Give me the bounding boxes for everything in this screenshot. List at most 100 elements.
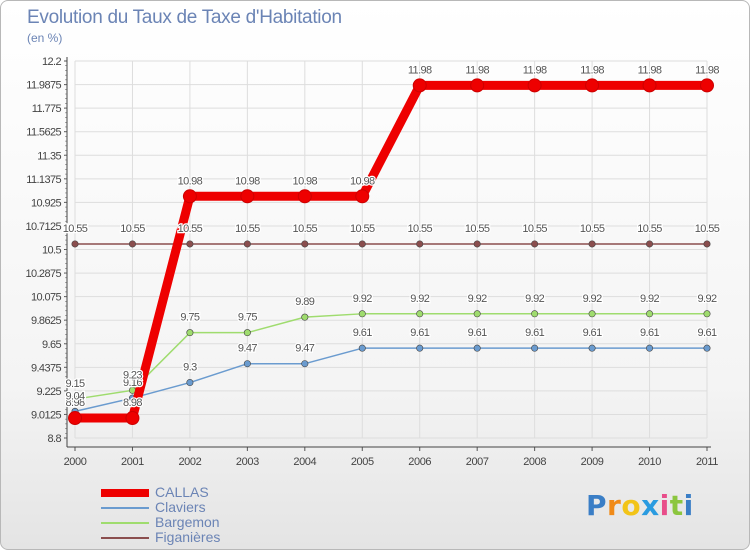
data-label-figanires: 10.55 bbox=[522, 223, 547, 235]
data-label-callas: 10.98 bbox=[293, 175, 318, 187]
legend-swatch-bargemon bbox=[101, 522, 149, 524]
data-label-claviers: 9.61 bbox=[583, 327, 602, 339]
y-tick-label: 11.35 bbox=[37, 150, 61, 162]
series-line-callas bbox=[75, 80, 707, 423]
data-point-bargemon bbox=[531, 310, 539, 318]
data-point-figanires bbox=[703, 240, 711, 248]
y-tick-label: 11.1375 bbox=[26, 174, 61, 186]
x-tick-label: 2010 bbox=[638, 456, 661, 468]
y-tick-label: 11.9875 bbox=[26, 80, 61, 92]
data-point-claviers bbox=[531, 344, 539, 352]
data-point-figanires bbox=[301, 240, 309, 248]
data-point-callas bbox=[68, 411, 82, 426]
data-label-bargemon: 9.92 bbox=[583, 293, 602, 305]
data-label-callas: 11.98 bbox=[465, 64, 489, 76]
legend-label-bargemon: Bargemon bbox=[155, 514, 220, 530]
x-tick-label: 2006 bbox=[408, 456, 431, 468]
data-label-claviers: 9.61 bbox=[410, 327, 429, 339]
series-line-bargemon bbox=[74, 313, 707, 400]
data-point-claviers bbox=[416, 344, 424, 352]
data-label-figanires: 10.55 bbox=[695, 223, 720, 235]
data-label-bargemon: 9.15 bbox=[65, 378, 84, 390]
data-point-bargemon bbox=[71, 395, 79, 403]
data-point-figanires bbox=[243, 240, 251, 248]
data-point-bargemon bbox=[243, 329, 251, 337]
data-point-claviers bbox=[703, 344, 711, 352]
data-label-callas: 11.98 bbox=[580, 64, 604, 76]
data-label-callas: 10.98 bbox=[178, 175, 203, 187]
data-label-callas: 10.98 bbox=[350, 175, 375, 187]
data-point-claviers bbox=[186, 379, 194, 387]
data-label-figanires: 10.55 bbox=[120, 223, 145, 235]
data-label-figanires: 10.55 bbox=[465, 223, 490, 235]
data-point-bargemon bbox=[358, 310, 366, 318]
y-axis-unit: (en %) bbox=[27, 31, 63, 45]
data-label-bargemon: 9.75 bbox=[180, 312, 199, 324]
x-tick-label: 2001 bbox=[121, 456, 144, 468]
y-tick-label: 10.075 bbox=[31, 292, 62, 304]
legend-label-figanieres: Figanières bbox=[155, 529, 221, 545]
y-tick-label: 10.7125 bbox=[25, 221, 61, 233]
legend-label-callas: CALLAS bbox=[155, 484, 209, 500]
data-point-claviers bbox=[588, 344, 596, 352]
data-label-figanires: 10.55 bbox=[293, 223, 318, 235]
data-point-callas bbox=[527, 78, 542, 93]
data-label-callas: 11.98 bbox=[408, 64, 432, 76]
data-label-figanires: 10.55 bbox=[580, 223, 605, 235]
data-label-bargemon: 9.92 bbox=[353, 293, 372, 305]
data-label-figanires: 10.55 bbox=[637, 223, 662, 235]
data-label-callas: 10.98 bbox=[235, 175, 260, 187]
data-point-figanires bbox=[588, 240, 596, 248]
y-tick-label: 9.8625 bbox=[31, 315, 62, 327]
data-label-bargemon: 9.92 bbox=[468, 293, 487, 305]
proxiti-logo: Proxiti bbox=[586, 489, 694, 522]
data-point-claviers bbox=[301, 360, 309, 368]
data-point-callas bbox=[125, 411, 140, 426]
logo-letter: x bbox=[641, 489, 660, 522]
data-label-claviers: 9.61 bbox=[353, 327, 372, 339]
data-point-figanires bbox=[531, 240, 539, 248]
x-tick-label: 2003 bbox=[236, 456, 259, 468]
data-point-bargemon bbox=[588, 310, 596, 318]
data-label-claviers: 9.61 bbox=[525, 327, 544, 339]
x-tick-label: 2000 bbox=[64, 456, 87, 468]
data-label-figanires: 10.55 bbox=[178, 223, 203, 235]
logo-letter: r bbox=[607, 489, 622, 522]
data-label-claviers: 9.16 bbox=[123, 377, 142, 389]
data-label-bargemon: 9.92 bbox=[410, 293, 429, 305]
data-label-callas: 11.98 bbox=[523, 64, 547, 76]
y-tick-label: 11.775 bbox=[32, 103, 62, 115]
logo-letter: i bbox=[659, 489, 670, 522]
x-tick-label: 2002 bbox=[178, 456, 201, 468]
chart-title: Evolution du Taux de Taxe d'Habitation bbox=[27, 7, 342, 28]
data-label-callas: 11.98 bbox=[695, 64, 719, 76]
data-point-bargemon bbox=[416, 310, 424, 318]
data-point-callas bbox=[297, 189, 312, 204]
data-point-bargemon bbox=[186, 329, 194, 337]
data-label-bargemon: 9.92 bbox=[697, 293, 716, 305]
data-label-claviers: 9.04 bbox=[65, 390, 84, 402]
data-point-bargemon bbox=[473, 310, 481, 318]
data-point-figanires bbox=[358, 240, 366, 248]
legend-swatch-figanieres bbox=[101, 537, 149, 539]
data-label-figanires: 10.55 bbox=[235, 223, 260, 235]
data-point-figanires bbox=[416, 240, 424, 248]
y-tick-label: 10.5 bbox=[42, 245, 61, 257]
data-point-claviers bbox=[646, 344, 654, 352]
data-label-claviers: 9.61 bbox=[640, 327, 659, 339]
data-point-callas bbox=[642, 78, 657, 93]
data-point-figanires bbox=[473, 240, 481, 248]
y-tick-label: 12.2 bbox=[42, 56, 61, 68]
data-point-claviers bbox=[243, 360, 251, 368]
data-point-figanires bbox=[128, 240, 136, 248]
data-point-bargemon bbox=[301, 313, 309, 321]
data-label-bargemon: 9.92 bbox=[525, 293, 544, 305]
data-label-bargemon: 9.92 bbox=[640, 293, 659, 305]
x-tick-label: 2008 bbox=[523, 456, 546, 468]
y-tick-label: 10.925 bbox=[31, 197, 62, 209]
data-point-figanires bbox=[646, 240, 654, 248]
data-point-callas bbox=[700, 78, 714, 93]
y-tick-label: 9.4375 bbox=[31, 362, 62, 374]
